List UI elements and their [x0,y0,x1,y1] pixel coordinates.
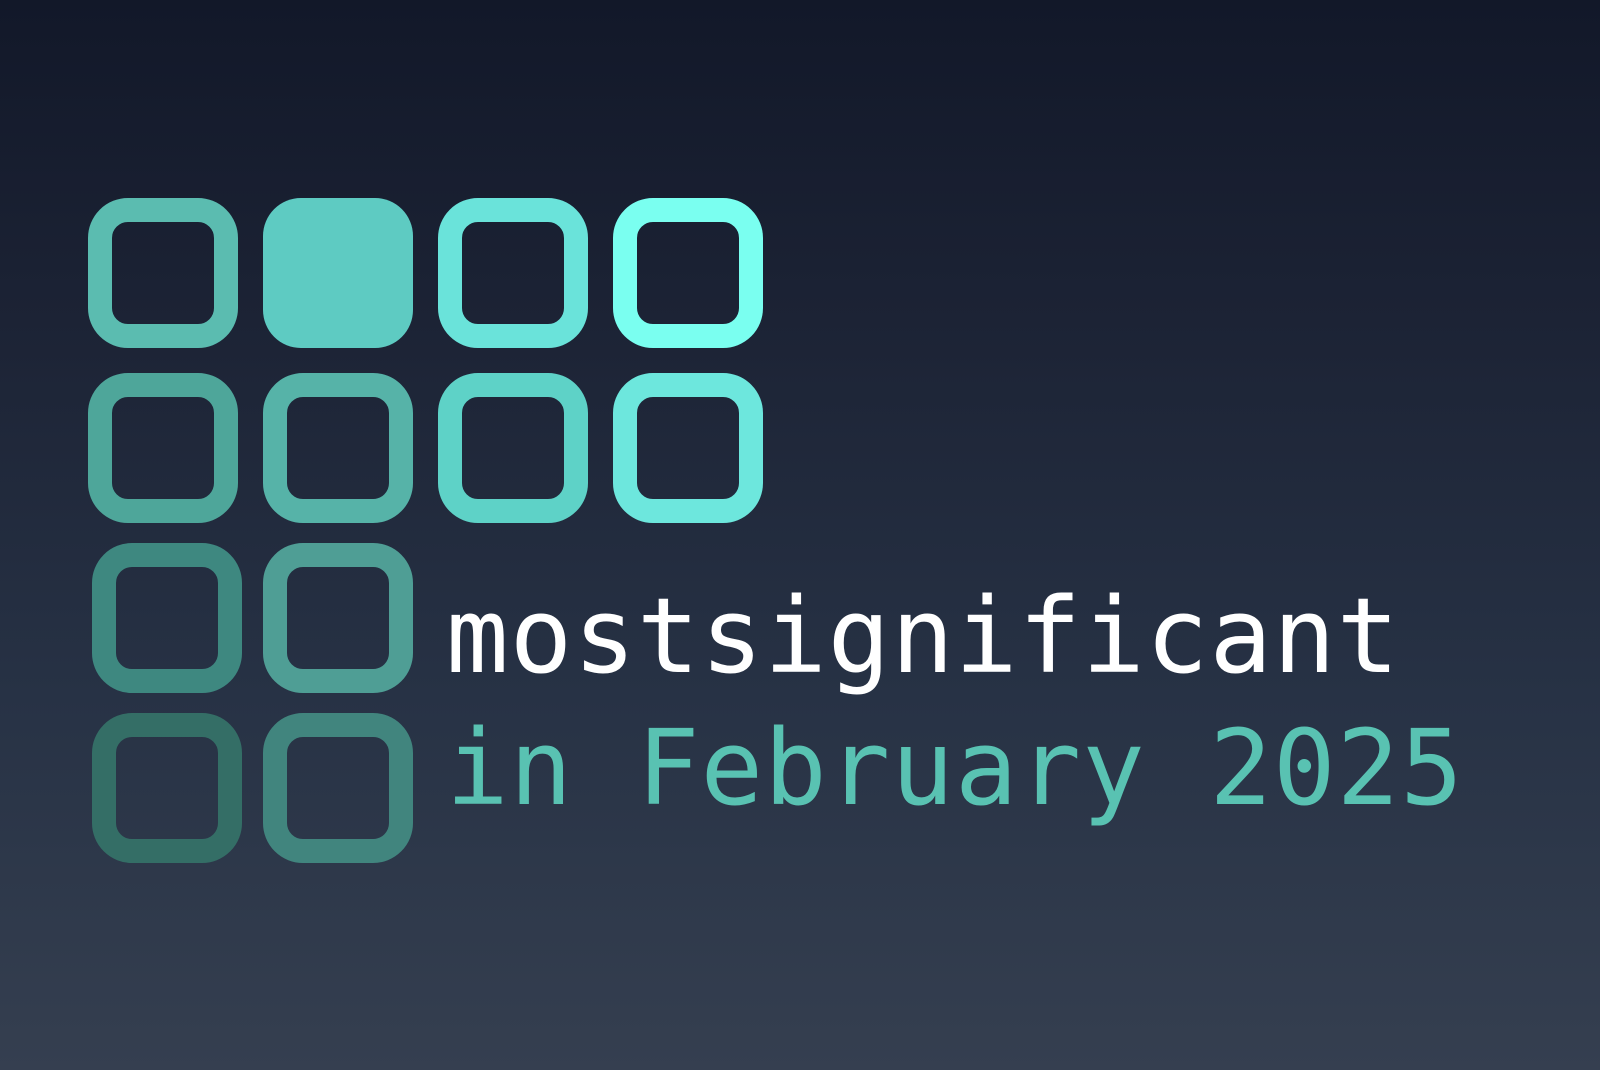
logo-cell [263,543,413,693]
logo-cell [263,373,413,523]
logo-cell [613,198,763,348]
logo-cell [263,198,413,348]
logo-cell [263,713,413,863]
brand-name: mostsignificant [446,575,1401,697]
date-subtitle: in February 2025 [446,707,1464,829]
logo-cell [88,198,238,348]
logo-cell [613,373,763,523]
logo-cell [438,373,588,523]
logo-cell [88,373,238,523]
logo-cell [438,198,588,348]
logo-cell [92,713,242,863]
logo-cell [92,543,242,693]
